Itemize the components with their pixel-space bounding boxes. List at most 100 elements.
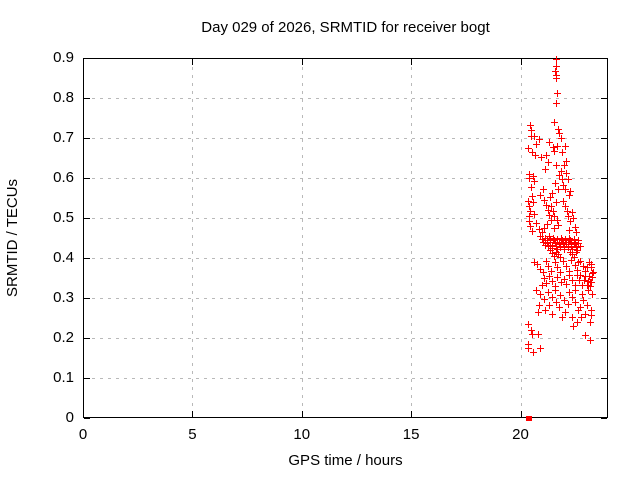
data-point xyxy=(570,322,578,330)
x-tick-label: 10 xyxy=(293,426,311,443)
data-point xyxy=(568,243,576,250)
data-point xyxy=(585,259,593,266)
data-point xyxy=(558,167,566,175)
data-point xyxy=(525,345,533,353)
grid-line-vertical xyxy=(520,59,522,417)
data-point xyxy=(527,127,535,135)
data-point xyxy=(563,207,571,215)
data-point xyxy=(566,272,574,280)
data-point xyxy=(588,278,596,286)
data-point xyxy=(526,416,532,421)
data-point xyxy=(569,313,577,321)
data-point xyxy=(568,209,576,216)
data-point xyxy=(567,187,575,195)
grid-line-horizontal xyxy=(84,138,607,139)
data-point xyxy=(569,277,577,284)
data-point xyxy=(560,276,568,284)
data-point xyxy=(547,239,555,246)
y-tick-label: 0.9 xyxy=(53,49,74,66)
x-axis-tick xyxy=(83,411,84,417)
data-point xyxy=(543,201,551,209)
x-tick-label: 5 xyxy=(188,426,197,443)
data-point xyxy=(554,217,562,224)
data-point xyxy=(528,193,536,200)
y-axis-tick xyxy=(84,178,90,179)
data-point xyxy=(571,223,579,231)
data-point xyxy=(559,181,567,189)
y-axis-tick xyxy=(601,378,607,379)
data-point xyxy=(583,282,591,290)
data-point xyxy=(575,306,583,314)
data-point xyxy=(546,211,554,219)
data-point xyxy=(542,165,550,173)
data-point xyxy=(561,296,569,304)
data-point xyxy=(549,207,557,215)
y-axis-tick xyxy=(601,98,607,99)
data-point xyxy=(526,207,534,215)
data-point xyxy=(542,306,550,314)
y-axis-tick xyxy=(84,138,90,139)
data-point xyxy=(576,243,584,250)
grid-line-vertical xyxy=(411,59,413,417)
data-point xyxy=(536,191,544,199)
data-point xyxy=(565,268,573,276)
data-point xyxy=(561,143,569,150)
data-point xyxy=(531,210,539,218)
y-axis-tick xyxy=(601,258,607,259)
data-point xyxy=(535,331,543,339)
y-tick-label: 0.8 xyxy=(53,89,74,106)
data-point xyxy=(554,264,562,272)
data-point xyxy=(525,217,533,225)
data-point xyxy=(564,175,572,183)
y-axis-tick xyxy=(601,138,607,139)
data-point xyxy=(571,262,579,270)
grid-line-vertical xyxy=(301,59,303,417)
data-point xyxy=(543,280,551,288)
y-tick-label: 0.2 xyxy=(53,329,74,346)
data-point xyxy=(552,63,560,71)
data-point xyxy=(545,263,553,270)
data-point xyxy=(527,122,535,130)
data-point xyxy=(584,264,592,272)
y-axis-tick xyxy=(601,298,607,299)
x-axis-tick xyxy=(192,411,194,417)
data-point xyxy=(546,273,554,280)
data-point xyxy=(573,228,581,236)
data-point xyxy=(582,268,590,276)
data-point xyxy=(589,291,597,299)
data-point xyxy=(559,314,567,322)
data-point xyxy=(560,161,568,169)
y-axis-tick xyxy=(84,378,90,379)
data-point xyxy=(553,299,561,306)
data-point xyxy=(549,244,557,252)
data-point xyxy=(557,279,565,286)
x-axis-tick xyxy=(192,59,194,65)
data-point xyxy=(527,223,535,230)
data-point xyxy=(549,189,556,197)
data-point xyxy=(565,289,573,296)
y-tick-label: 0.3 xyxy=(53,289,74,306)
data-point xyxy=(558,149,566,157)
data-point xyxy=(550,234,558,242)
y-tick-label: 0.5 xyxy=(53,209,74,226)
data-point xyxy=(544,159,552,167)
y-axis-tick xyxy=(84,258,90,259)
data-point xyxy=(560,197,568,205)
data-point xyxy=(548,293,556,301)
data-point xyxy=(563,157,571,165)
data-point xyxy=(585,286,593,294)
y-tick-label: 0 xyxy=(65,409,74,426)
data-point xyxy=(585,273,593,280)
y-axis-tick xyxy=(601,178,607,179)
data-point xyxy=(577,272,585,280)
data-point xyxy=(572,299,580,306)
data-point xyxy=(584,301,592,309)
grid-line-horizontal xyxy=(84,258,607,259)
data-point xyxy=(541,197,549,204)
x-axis-label: GPS time / hours xyxy=(288,452,403,469)
data-point xyxy=(552,283,560,290)
data-point xyxy=(574,237,582,245)
data-point xyxy=(569,245,577,253)
grid-line-horizontal xyxy=(84,98,607,99)
data-point xyxy=(527,183,535,191)
